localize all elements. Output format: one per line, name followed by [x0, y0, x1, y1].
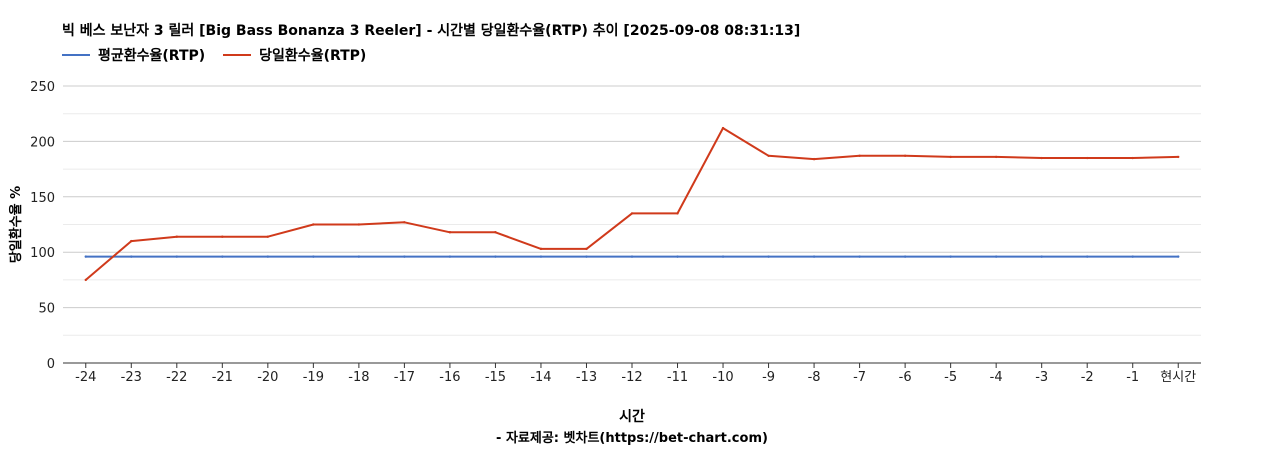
x-tick-label: -14 [530, 370, 551, 385]
data-point [721, 255, 725, 258]
data-point [994, 155, 998, 159]
x-tick-label: -18 [348, 370, 369, 385]
data-point [266, 255, 270, 258]
data-point [767, 255, 770, 258]
data-point [312, 255, 315, 258]
legend-label-average: 평균환수율(RTP) [98, 48, 206, 64]
x-tick-label: -2 [1081, 370, 1094, 385]
data-point [312, 223, 315, 226]
data-point [676, 212, 679, 215]
x-tick-label: -13 [576, 370, 597, 385]
data-point [1131, 156, 1134, 160]
data-point [357, 255, 361, 258]
data-point [812, 255, 816, 258]
data-point [221, 255, 224, 258]
data-point [1040, 255, 1043, 258]
data-point [403, 221, 406, 224]
data-point [585, 255, 588, 258]
x-tick-label: -4 [990, 370, 1003, 385]
x-tick-label: -15 [485, 370, 506, 385]
x-tick-label: -5 [944, 370, 957, 385]
data-point [221, 235, 224, 238]
data-point [84, 278, 87, 282]
legend-label-daily: 당일환수율(RTP) [259, 48, 367, 64]
data-point [858, 255, 861, 258]
data-point [357, 223, 361, 226]
data-point [1131, 255, 1134, 258]
data-point [858, 154, 861, 158]
data-point [812, 157, 816, 161]
x-tick-label: -17 [394, 370, 415, 385]
data-point [494, 255, 497, 258]
data-point [994, 255, 998, 258]
legend-item-average[interactable]: 평균환수율(RTP) [62, 45, 205, 65]
y-tick-label: 150 [30, 191, 55, 206]
x-tick-label: -12 [621, 370, 642, 385]
y-tick-label: 50 [38, 302, 55, 317]
x-tick-label: -1 [1126, 370, 1139, 385]
data-point [175, 255, 178, 258]
data-point [539, 247, 543, 251]
data-point [903, 255, 907, 258]
x-tick-label: -19 [303, 370, 324, 385]
data-point [630, 212, 634, 215]
data-point [1177, 155, 1180, 159]
x-tick-label: -3 [1035, 370, 1048, 385]
legend: 평균환수율(RTP) 당일환수율(RTP) [62, 45, 384, 65]
data-point [721, 126, 725, 130]
data-point [494, 231, 497, 234]
x-tick-label: -22 [166, 370, 187, 385]
data-point [949, 155, 952, 159]
data-point [585, 247, 588, 251]
data-point [175, 235, 178, 238]
legend-swatch-average [62, 54, 90, 56]
data-point [448, 231, 452, 234]
x-tick-label: -20 [257, 370, 278, 385]
data-point [266, 235, 270, 238]
y-tick-label: 100 [30, 246, 55, 261]
x-tick-label: -24 [75, 370, 96, 385]
data-point [1086, 255, 1089, 258]
x-tick-label: -10 [712, 370, 733, 385]
data-point [676, 255, 679, 258]
data-point [903, 154, 907, 158]
data-point [84, 255, 87, 258]
data-point [949, 255, 952, 258]
data-point [539, 255, 543, 258]
data-point [130, 239, 133, 243]
x-tick-label: -11 [667, 370, 688, 385]
y-axis-title: 당일환수율 % [8, 186, 24, 263]
legend-swatch-daily [223, 54, 252, 56]
data-point [1086, 156, 1089, 160]
x-tick-label: -23 [121, 370, 142, 385]
x-tick-label: -6 [899, 370, 912, 385]
data-point [630, 255, 634, 258]
data-point [130, 255, 133, 258]
x-tick-label: -7 [853, 370, 866, 385]
x-tick-label: -8 [808, 370, 821, 385]
x-tick-label: -9 [762, 370, 775, 385]
x-tick-label: -16 [439, 370, 460, 385]
data-point [403, 255, 406, 258]
x-tick-label: 현시간 [1160, 370, 1196, 385]
y-tick-label: 0 [47, 357, 55, 372]
data-point [1040, 156, 1043, 160]
source-credit: - 자료제공: 벳차트(https://bet-chart.com) [496, 430, 768, 446]
data-point [448, 255, 452, 258]
x-tick-label: -21 [212, 370, 233, 385]
legend-item-daily[interactable]: 당일환수율(RTP) [223, 45, 366, 65]
data-point [767, 154, 770, 158]
x-axis-title: 시간 [619, 408, 645, 425]
chart-title: 빅 베스 보난자 3 릴러 [Big Bass Bonanza 3 Reeler… [62, 23, 801, 39]
y-tick-label: 200 [30, 135, 55, 150]
y-tick-label: 250 [30, 80, 55, 95]
data-point [1177, 255, 1180, 258]
